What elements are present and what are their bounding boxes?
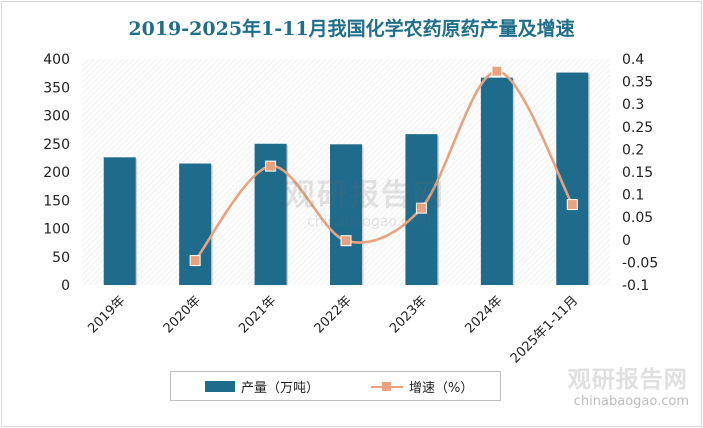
growth-point bbox=[491, 65, 503, 77]
left-axis-tick: 200 bbox=[43, 165, 70, 181]
left-axis-tick: 350 bbox=[43, 80, 70, 96]
x-axis-tick: 2024年 bbox=[462, 293, 505, 336]
right-axis-tick: 0.2 bbox=[622, 142, 644, 158]
legend-line-label: 增速（%） bbox=[409, 381, 474, 396]
legend-item-growth: 增速（%） bbox=[371, 377, 473, 396]
left-axis-tick: 0 bbox=[61, 278, 70, 294]
growth-point bbox=[415, 202, 427, 214]
brand-cn: 观研报告网 bbox=[567, 367, 688, 393]
right-axis-tick: 0.3 bbox=[622, 97, 644, 113]
legend: 产量（万吨） 增速（%） bbox=[170, 371, 501, 401]
brand-en: chinabaogao.com bbox=[573, 394, 689, 409]
brand-logo: 观研报告网 chinabaogao.com bbox=[568, 360, 689, 409]
x-axis-tick: 2021年 bbox=[236, 293, 279, 336]
legend-item-output: 产量（万吨） bbox=[205, 377, 319, 396]
x-axis-tick: 2022年 bbox=[312, 293, 355, 336]
growth-line bbox=[194, 69, 574, 262]
legend-line-swatch bbox=[371, 381, 403, 392]
right-axis-tick: 0.15 bbox=[622, 165, 653, 181]
growth-point bbox=[566, 199, 578, 211]
right-axis-tick: -0.1 bbox=[622, 278, 649, 294]
x-axis-tick: 2025年1-11月 bbox=[508, 293, 581, 366]
right-axis-tick: 0 bbox=[622, 233, 631, 249]
left-axis-tick: 100 bbox=[43, 222, 70, 238]
growth-point bbox=[265, 160, 277, 172]
growth-point bbox=[340, 235, 352, 247]
right-axis-tick: 0.05 bbox=[622, 210, 653, 226]
right-axis-tick: 0.1 bbox=[622, 188, 644, 204]
left-axis-tick: 150 bbox=[43, 193, 70, 209]
right-axis-tick: 0.4 bbox=[622, 52, 644, 68]
left-axis-tick: 250 bbox=[43, 137, 70, 153]
legend-bar-swatch bbox=[205, 381, 235, 392]
right-axis-tick: 0.25 bbox=[622, 120, 653, 136]
bar-output bbox=[179, 163, 212, 285]
x-axis-tick: 2020年 bbox=[161, 293, 204, 336]
right-axis-tick: 0.35 bbox=[622, 75, 653, 91]
right-axis-tick: -0.05 bbox=[622, 255, 658, 271]
x-axis-tick: 2019年 bbox=[85, 293, 128, 336]
x-axis-tick: 2023年 bbox=[387, 293, 430, 336]
left-axis-tick: 50 bbox=[52, 250, 70, 266]
left-axis-tick: 300 bbox=[43, 109, 70, 125]
left-axis-tick: 400 bbox=[43, 52, 70, 68]
growth-point bbox=[189, 255, 201, 267]
chart-title: 2019-2025年1-11月我国化学农药原药产量及增速 bbox=[128, 18, 575, 40]
bar-output bbox=[330, 144, 362, 285]
bar-output bbox=[480, 77, 513, 286]
legend-bar-label: 产量（万吨） bbox=[241, 381, 320, 396]
bar-output bbox=[103, 157, 136, 285]
